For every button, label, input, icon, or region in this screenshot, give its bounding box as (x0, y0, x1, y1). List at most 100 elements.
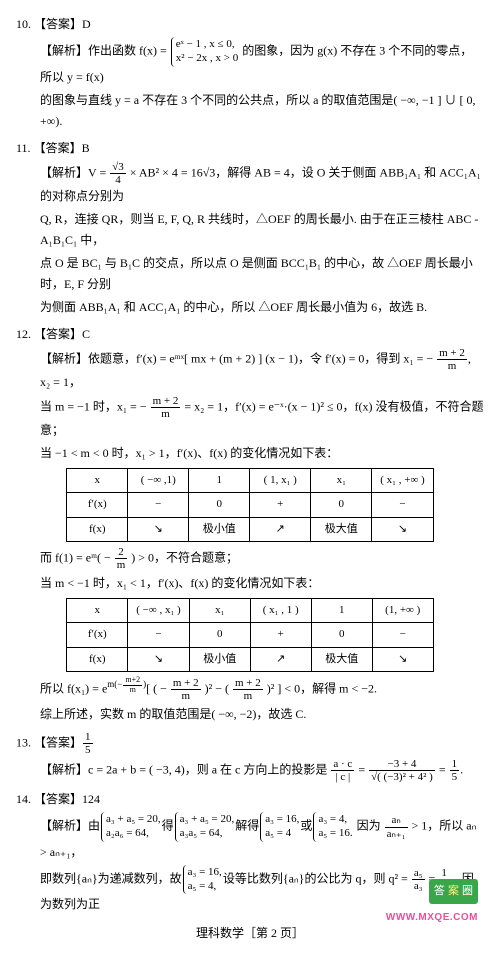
num: √3 (110, 161, 126, 174)
case-sys: a₃ + a₅ = 20,a₂a₆ = 64, (101, 812, 161, 842)
text: 作出函数 f(x) = (88, 44, 170, 58)
page-footer: 理科数学［第 2 页］ (16, 923, 484, 944)
table-row: f′(x) − 0 + 0 − (67, 623, 433, 647)
ans-label: 【答案】 (34, 327, 82, 341)
den: a₃ (412, 880, 425, 892)
text: )² ] < 0，解得 m < −2. (264, 681, 377, 695)
cell: 极大值 (311, 647, 372, 671)
den: m (233, 690, 263, 702)
sqrt3: √3 (203, 165, 216, 179)
ans-value: C (82, 327, 90, 341)
piecewise: eˣ − 1 , x ≤ 0,x² − 2x , x > 0 (171, 37, 238, 67)
num: a₅ (412, 867, 425, 880)
explain-p4: 而 f(1) = eᵐ( − 2m ) > 0，不符合题意； (16, 546, 484, 571)
num: 2 (115, 546, 128, 559)
answer-line: 14. 【答案】124 (16, 789, 484, 810)
sign-table-1: x ( −∞ ,1) 1 ( 1, x₁ ) x₁ ( x₁ , +∞ ) f′… (66, 468, 433, 542)
cell: ↗ (250, 647, 311, 671)
cell: − (128, 623, 189, 647)
cell: x₁ (189, 599, 250, 623)
q-num: 13. (16, 735, 31, 749)
q-num: 10. (16, 17, 31, 31)
explain-p2: 的图象与直线 y = a 不存在 3 个不同的公共点，所以 a 的取值范围是( … (16, 90, 484, 132)
cell: 极小值 (189, 647, 250, 671)
cell: 0 (189, 493, 250, 517)
explain-p1: 【解析】依题意，f′(x) = eᵐˣ[ mx + (m + 2) ] (x −… (16, 347, 484, 393)
cell: ↘ (128, 517, 189, 541)
case-top: eˣ − 1 , x ≤ 0, (176, 38, 238, 52)
text: c = 2a + b = ( −3, 4)，则 a 在 c 方向上的投影是 (88, 762, 330, 776)
cell: x (67, 599, 128, 623)
cell: + (250, 623, 311, 647)
den: √( (−3)² + 4² ) (369, 771, 435, 783)
exp-label: 【解析】 (40, 819, 88, 833)
fraction: √34 (110, 161, 126, 186)
q-num: 11. (16, 141, 31, 155)
watermark-url: WWW.MXQE.COM (386, 909, 478, 927)
num: 1 (83, 731, 93, 744)
q-num: 12. (16, 327, 31, 341)
cell: x (67, 469, 128, 493)
text: ) > 0，不符合题意； (128, 550, 238, 564)
den: 5 (83, 744, 93, 756)
ans-fraction: 15 (83, 731, 93, 756)
text: × AB² × 4 = 16 (127, 165, 203, 179)
explain-p7: 综上所述，实数 m 的取值范围是( −∞, −2)，故选 C. (16, 704, 484, 725)
question-13: 13. 【答案】15 【解析】c = 2a + b = ( −3, 4)，则 a… (16, 731, 484, 783)
sign-table-2: x ( −∞ , x₁ ) x₁ ( x₁ , 1 ) 1 (1, +∞ ) f… (66, 598, 433, 672)
explain-p2: Q, R，连接 QR，则当 E, F, Q, R 共线时，△OEF 的周长最小.… (16, 209, 484, 251)
num: a · c (331, 758, 354, 771)
text: 即数列{aₙ}为递减数列，故 (40, 871, 182, 885)
period: . (460, 762, 463, 776)
cell: f′(x) (67, 493, 128, 517)
den: 5 (450, 771, 460, 783)
cell: ↘ (128, 647, 189, 671)
den: 4 (110, 174, 126, 186)
cell: ( x₁ , +∞ ) (372, 469, 433, 493)
cell: 极大值 (311, 517, 372, 541)
cell: 0 (311, 623, 372, 647)
cell: ( −∞ ,1) (128, 469, 189, 493)
text: 因为 (354, 819, 384, 833)
den: m (123, 686, 142, 695)
cell: 1 (311, 599, 372, 623)
answer-line: 10. 【答案】D (16, 14, 484, 35)
den: m (171, 690, 201, 702)
case-sys: a₃ + a₅ = 20,a₃a₅ = 64, (175, 812, 235, 842)
fraction: aₙaₙ₊₁ (385, 814, 408, 839)
cell: ( 1, x₁ ) (250, 469, 311, 493)
cell: f(x) (67, 517, 128, 541)
explain-p1: 【解析】c = 2a + b = ( −3, 4)，则 a 在 c 方向上的投影… (16, 758, 484, 783)
text: 依题意，f′(x) = eᵐˣ[ mx + (m + 2) ] (x − 1)，… (88, 351, 436, 365)
ans-value: 124 (82, 792, 100, 806)
cell: 0 (311, 493, 372, 517)
num: m + 2 (233, 677, 263, 690)
exp-label: 【解析】 (40, 44, 88, 58)
ans-value: B (82, 141, 90, 155)
fraction: m + 2m (437, 347, 467, 372)
question-10: 10. 【答案】D 【解析】作出函数 f(x) = eˣ − 1 , x ≤ 0… (16, 14, 484, 132)
text: V = (88, 165, 109, 179)
answer-line: 12. 【答案】C (16, 324, 484, 345)
text: 设等比数列{aₙ}的公比为 q，则 q² = (223, 871, 411, 885)
den: | c | (331, 771, 354, 783)
exponent: m(−m+2m) (107, 679, 146, 689)
cell: 0 (189, 623, 250, 647)
explain-p2: 即数列{aₙ}为递减数列，故a₃ = 16,a₅ = 4,设等比数列{aₙ}的公… (16, 865, 484, 916)
eq: = (436, 762, 449, 776)
cell: ( −∞ , x₁ ) (128, 599, 189, 623)
fraction: a₅a₃ (412, 867, 425, 892)
table-row: f(x) ↘ 极小值 ↗ 极大值 ↘ (67, 517, 433, 541)
text: 当 m = −1 时，x₁ = − (40, 399, 150, 413)
cell: ↗ (250, 517, 311, 541)
q-num: 14. (16, 792, 31, 806)
cell: f(x) (67, 647, 128, 671)
text: 解得 (235, 819, 259, 833)
cell: + (250, 493, 311, 517)
explain-p1: 【解析】V = √34 × AB² × 4 = 16√3，解得 AB = 4，设… (16, 161, 484, 207)
table-row: f(x) ↘ 极小值 ↗ 极大值 ↘ (67, 647, 433, 671)
cell: − (372, 493, 433, 517)
table-row: x ( −∞ , x₁ ) x₁ ( x₁ , 1 ) 1 (1, +∞ ) (67, 599, 433, 623)
fraction: m + 2m (233, 677, 263, 702)
table-row: x ( −∞ ,1) 1 ( 1, x₁ ) x₁ ( x₁ , +∞ ) (67, 469, 433, 493)
